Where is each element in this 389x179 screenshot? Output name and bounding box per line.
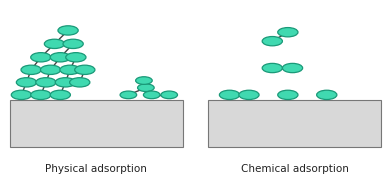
Text: Physical adsorption: Physical adsorption	[45, 164, 147, 174]
Circle shape	[262, 63, 282, 73]
Circle shape	[144, 91, 160, 99]
Circle shape	[138, 84, 154, 91]
Circle shape	[282, 63, 303, 73]
Circle shape	[16, 78, 37, 87]
Circle shape	[161, 91, 177, 99]
Circle shape	[66, 53, 86, 62]
Circle shape	[70, 78, 90, 87]
Circle shape	[11, 90, 32, 100]
Text: Chemical adsorption: Chemical adsorption	[240, 164, 349, 174]
Circle shape	[50, 53, 70, 62]
Circle shape	[239, 90, 259, 100]
Circle shape	[31, 90, 51, 100]
Circle shape	[120, 91, 137, 99]
Circle shape	[63, 39, 83, 49]
Circle shape	[58, 26, 78, 35]
Circle shape	[317, 90, 337, 100]
Circle shape	[278, 90, 298, 100]
Circle shape	[40, 65, 61, 74]
Circle shape	[36, 78, 56, 87]
Circle shape	[31, 53, 51, 62]
Circle shape	[50, 90, 70, 100]
Circle shape	[219, 90, 240, 100]
Circle shape	[278, 28, 298, 37]
Bar	[208, 100, 381, 147]
Circle shape	[136, 77, 152, 84]
Circle shape	[44, 39, 65, 49]
Circle shape	[75, 65, 95, 74]
Bar	[10, 100, 183, 147]
Circle shape	[60, 65, 80, 74]
Circle shape	[21, 65, 41, 74]
Circle shape	[55, 78, 75, 87]
Circle shape	[262, 37, 282, 46]
